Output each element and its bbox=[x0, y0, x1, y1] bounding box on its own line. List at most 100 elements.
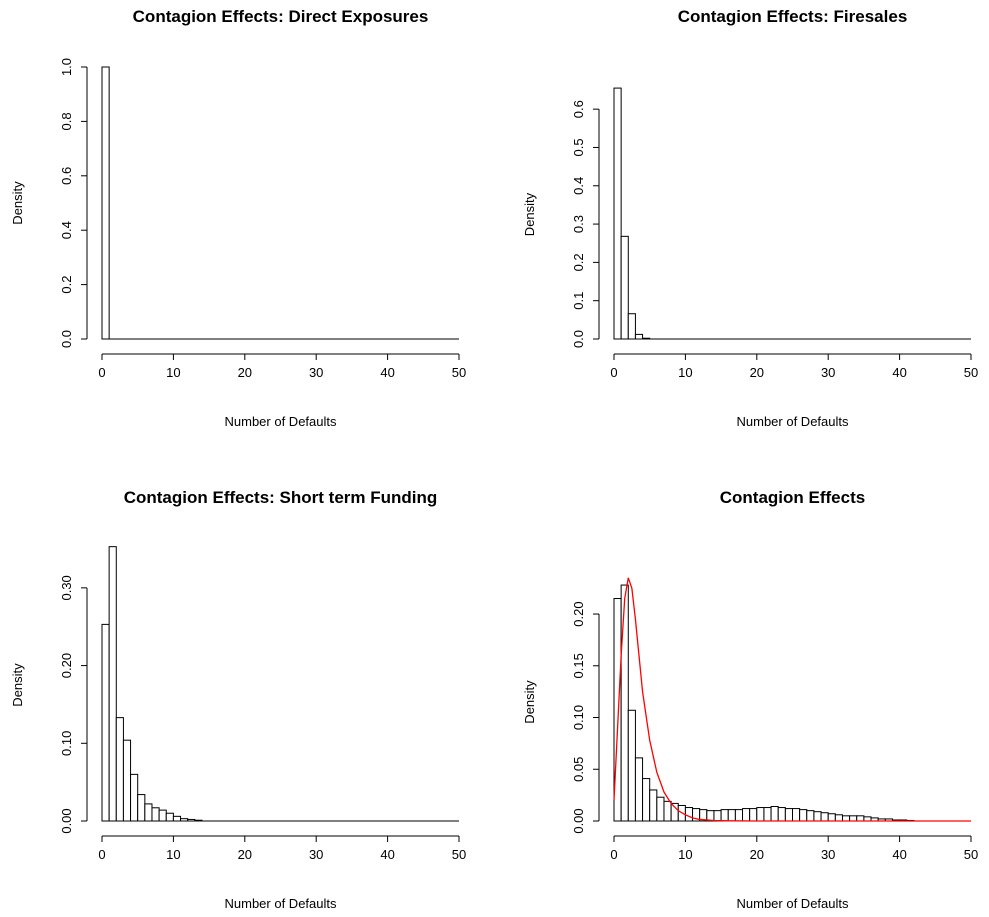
x-axis-label: Number of Defaults bbox=[737, 414, 849, 429]
x-tick-label: 0 bbox=[610, 365, 617, 380]
histogram-bar bbox=[613, 87, 622, 340]
x-tick-label: 0 bbox=[98, 847, 105, 862]
y-tick-label: 0.20 bbox=[59, 653, 74, 678]
histogram-bar bbox=[806, 810, 815, 822]
y-tick-label: 0.4 bbox=[571, 177, 586, 195]
x-tick-label: 50 bbox=[452, 847, 466, 862]
x-tick-label: 20 bbox=[238, 365, 252, 380]
x-axis: 0 10 20 30 40 50 bbox=[98, 835, 466, 862]
y-axis-label: Density bbox=[522, 680, 537, 724]
histogram-bars bbox=[101, 66, 110, 340]
chart-title: Contagion Effects bbox=[720, 488, 865, 507]
histogram-bar bbox=[656, 796, 665, 822]
x-axis: 0 10 20 30 40 50 bbox=[610, 835, 978, 862]
chart-panel-4: Contagion Effects 0 10 20 30 40 50 Number of De… bbox=[522, 488, 978, 911]
histogram-bar bbox=[122, 739, 132, 822]
x-axis: 0 10 20 30 40 50 bbox=[98, 353, 466, 380]
histogram-bars bbox=[101, 546, 203, 822]
histogram-bar bbox=[734, 809, 744, 822]
histogram-bar bbox=[684, 807, 694, 822]
x-tick-label: 40 bbox=[380, 847, 394, 862]
histogram-bar bbox=[115, 717, 124, 822]
y-tick-label: 1.0 bbox=[59, 58, 74, 76]
chart-panel-3: Contagion Effects: Short term Funding 0 10… bbox=[10, 488, 466, 911]
x-tick-label: 30 bbox=[309, 365, 323, 380]
histogram-bar bbox=[663, 800, 672, 822]
x-tick-label: 20 bbox=[238, 847, 252, 862]
x-tick-label: 30 bbox=[309, 847, 323, 862]
x-tick-label: 30 bbox=[821, 365, 835, 380]
density-curve bbox=[613, 577, 971, 822]
histogram-bar bbox=[820, 812, 829, 822]
histogram-bar bbox=[627, 313, 636, 340]
histogram-bar bbox=[172, 815, 182, 822]
histogram-bar bbox=[649, 789, 658, 822]
histogram-bar bbox=[620, 584, 629, 822]
chart-title: Contagion Effects: Short term Funding bbox=[124, 488, 438, 507]
x-axis-label: Number of Defaults bbox=[737, 896, 849, 911]
histogram-bar bbox=[137, 794, 146, 822]
histogram-bar bbox=[165, 812, 174, 822]
histogram-bar bbox=[792, 808, 801, 822]
histogram-bar bbox=[813, 811, 822, 822]
histogram-bar bbox=[642, 778, 651, 822]
histogram-bar bbox=[784, 808, 793, 822]
y-tick-label: 0.10 bbox=[571, 705, 586, 730]
histogram-bar bbox=[834, 814, 843, 822]
histogram-bar bbox=[749, 808, 758, 822]
y-tick-label: 0.5 bbox=[571, 138, 586, 156]
histogram-bar bbox=[670, 802, 679, 822]
histogram-bars bbox=[613, 584, 915, 822]
histogram-bar bbox=[151, 807, 160, 822]
histogram-bar bbox=[856, 815, 865, 822]
x-axis: 0 10 20 30 40 50 bbox=[610, 353, 978, 380]
histogram-bar bbox=[756, 807, 765, 822]
y-tick-label: 0.15 bbox=[571, 653, 586, 678]
y-tick-label: 0.4 bbox=[59, 221, 74, 239]
histogram-bar bbox=[620, 235, 629, 340]
y-axis-label: Density bbox=[10, 663, 25, 707]
x-tick-label: 30 bbox=[821, 847, 835, 862]
histogram-bar bbox=[827, 813, 836, 822]
histogram-bar bbox=[634, 757, 644, 822]
histogram-bar bbox=[777, 807, 786, 822]
y-axis: 0.0 0.2 0.4 0.6 0.8 1.0 bbox=[59, 58, 88, 348]
y-axis-label: Density bbox=[10, 181, 25, 225]
chart-panel-1: Contagion Effects: Direct Exposures 0 10 20… bbox=[10, 7, 466, 429]
x-tick-label: 40 bbox=[380, 365, 394, 380]
histogram-bar bbox=[158, 809, 167, 822]
chart-title: Contagion Effects: Firesales bbox=[678, 7, 908, 26]
x-tick-label: 10 bbox=[166, 365, 180, 380]
y-axis-label: Density bbox=[522, 192, 537, 236]
y-tick-label: 0.0 bbox=[571, 330, 586, 348]
x-tick-label: 50 bbox=[964, 847, 978, 862]
y-tick-label: 0.0 bbox=[59, 330, 74, 348]
x-axis-label: Number of Defaults bbox=[225, 896, 337, 911]
y-axis: 0.00 0.05 0.10 0.15 0.20 bbox=[571, 601, 600, 834]
y-tick-label: 0.30 bbox=[59, 575, 74, 600]
histogram-bar bbox=[101, 623, 110, 822]
y-tick-label: 0.2 bbox=[59, 276, 74, 294]
histogram-bar bbox=[799, 809, 808, 822]
x-tick-label: 0 bbox=[610, 847, 617, 862]
histogram-bar bbox=[727, 809, 736, 822]
x-tick-label: 0 bbox=[98, 365, 105, 380]
x-tick-label: 50 bbox=[964, 365, 978, 380]
histogram-bar bbox=[634, 333, 644, 340]
histogram-bar bbox=[144, 803, 153, 822]
histogram-bar bbox=[849, 815, 858, 822]
x-axis-label: Number of Defaults bbox=[225, 414, 337, 429]
y-axis: 0.00 0.10 0.20 0.30 bbox=[59, 575, 88, 834]
x-tick-label: 10 bbox=[678, 365, 692, 380]
y-tick-label: 0.05 bbox=[571, 757, 586, 782]
histogram-bar bbox=[713, 810, 722, 822]
histogram-bar bbox=[742, 808, 751, 822]
x-tick-label: 10 bbox=[678, 847, 692, 862]
histogram-bar bbox=[720, 809, 729, 822]
histogram-bar bbox=[130, 773, 139, 822]
y-tick-label: 0.3 bbox=[571, 215, 586, 233]
histogram-bars bbox=[613, 87, 651, 340]
y-tick-label: 0.6 bbox=[571, 100, 586, 118]
y-tick-label: 0.2 bbox=[571, 253, 586, 271]
